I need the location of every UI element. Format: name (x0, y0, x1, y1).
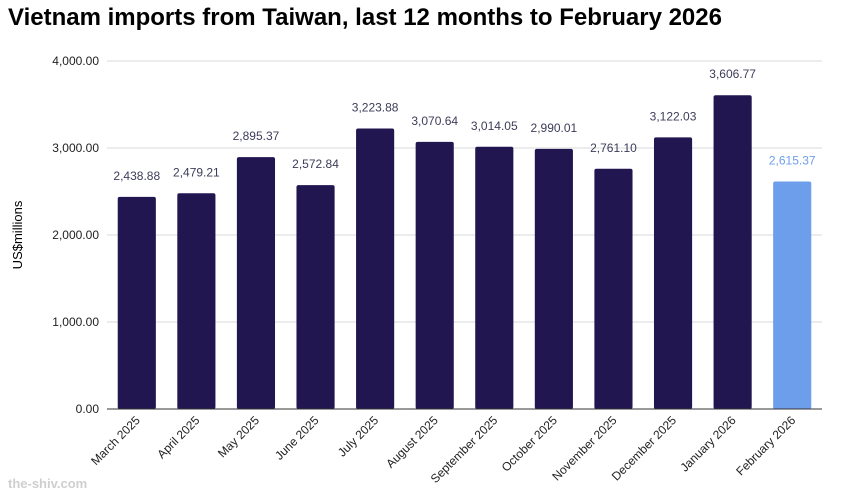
chart-title: Vietnam imports from Taiwan, last 12 mon… (8, 4, 722, 31)
x-tick-label: January 2026 (677, 413, 739, 475)
bar (713, 95, 752, 410)
bar (653, 137, 693, 409)
bar (177, 193, 216, 409)
bar (534, 148, 573, 409)
gridlines (107, 60, 822, 323)
y-axis-ticks: 0.00 1,000.00 2,000.00 3,000.00 4,000.00 (52, 54, 99, 416)
y-tick-label: 0.00 (76, 402, 100, 416)
y-tick-label: 3,000.00 (52, 141, 99, 155)
x-tick-label: June 2025 (272, 413, 322, 463)
data-label: 2,572.84 (292, 157, 339, 171)
data-label: 2,895.37 (233, 129, 280, 143)
data-label: 2,990.01 (531, 121, 578, 135)
x-tick-label: February 2026 (733, 413, 798, 478)
bar (773, 181, 812, 409)
data-label: 3,122.03 (650, 109, 697, 123)
data-label: 2,438.88 (113, 169, 160, 183)
bars (117, 95, 812, 410)
y-tick-label: 4,000.00 (52, 54, 99, 68)
x-tick-label: October 2025 (499, 413, 561, 475)
data-label: 2,479.21 (173, 165, 220, 179)
y-axis-title: US$millions (10, 200, 25, 269)
data-label: 3,014.05 (471, 119, 518, 133)
data-labels: 2,438.88 2,479.21 2,895.37 2,572.84 3,223.88… (113, 67, 815, 183)
bar (475, 146, 514, 409)
data-label: 2,615.37 (769, 153, 816, 167)
x-tick-label: May 2025 (215, 413, 262, 460)
bar (594, 168, 633, 409)
data-label: 2,761.10 (590, 141, 637, 155)
y-tick-label: 1,000.00 (52, 315, 99, 329)
bar (236, 157, 276, 409)
x-tick-label: April 2025 (154, 413, 202, 461)
data-label: 3,070.64 (411, 114, 458, 128)
bar (415, 141, 454, 410)
bar (356, 128, 395, 409)
x-tick-label: March 2025 (88, 413, 143, 468)
bar (117, 196, 156, 409)
watermark: the-shiv.com (8, 476, 88, 491)
data-label: 3,223.88 (352, 101, 399, 115)
x-tick-label: August 2025 (383, 413, 441, 471)
x-tick-label: December 2025 (609, 413, 680, 484)
bar (296, 185, 335, 409)
data-label: 3,606.77 (709, 67, 756, 81)
y-tick-label: 2,000.00 (52, 228, 99, 242)
x-axis-ticks: March 2025 April 2025 May 2025 June 2025 Jul… (88, 413, 798, 486)
x-tick-label: July 2025 (335, 413, 381, 459)
